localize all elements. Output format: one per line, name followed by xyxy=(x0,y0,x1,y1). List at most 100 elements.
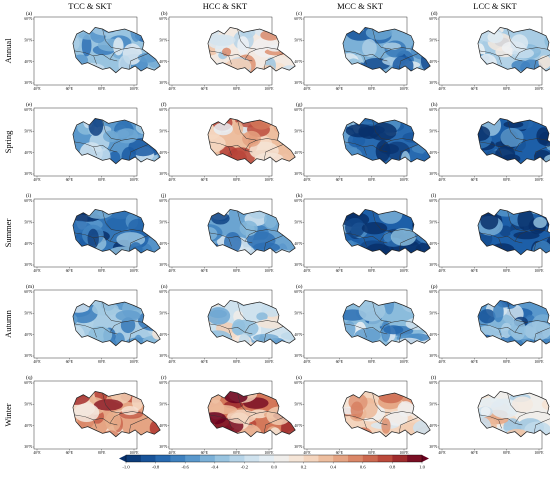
lat-tick-label: 30°N xyxy=(294,354,302,358)
lat-tick-label: 60°N xyxy=(159,381,167,385)
colorbar-tick-label: -0.6 xyxy=(182,465,190,470)
subregion-boundary xyxy=(209,141,253,153)
subregion-boundary xyxy=(372,392,413,414)
lon-tick-label: 80°E xyxy=(233,87,241,91)
subregion-boundary xyxy=(109,230,122,242)
lat-tick-label: 50°N xyxy=(294,39,302,43)
region-boundary xyxy=(342,26,431,74)
lat-tick-label: 30°N xyxy=(159,81,167,85)
panel-label: (f) xyxy=(161,101,167,108)
lon-tick-label: 40°E xyxy=(438,360,446,364)
lon-tick-label: 100°E xyxy=(129,451,139,455)
subregion-boundary xyxy=(244,321,257,333)
subregion-boundary xyxy=(263,144,284,161)
map-panel: (q)60°N 50°N 40°N 30°N40°E 60°E 80°E 100°E xyxy=(24,374,161,455)
panel-label: (c) xyxy=(296,10,302,17)
colorbar-segment xyxy=(348,455,364,462)
subregion-boundary xyxy=(102,301,143,323)
row-title: Summer xyxy=(3,218,13,247)
subregion-boundary xyxy=(479,323,523,335)
subregion-boundary xyxy=(228,419,232,429)
lat-tick-label: 30°N xyxy=(429,354,437,358)
subregion-boundary xyxy=(363,146,367,156)
colorbar-segment xyxy=(259,455,275,462)
colorbar-segment xyxy=(155,455,171,462)
lat-tick-label: 60°N xyxy=(294,290,302,294)
colorbar-segment xyxy=(288,455,304,462)
colorbar-segment xyxy=(126,455,142,462)
subregion-boundary xyxy=(128,144,149,161)
lon-tick-label: 40°E xyxy=(438,178,446,182)
colorbar-segment xyxy=(170,455,186,462)
map-panel: (d)60°N 50°N 40°N 30°N40°E 60°E 80°E 100°E xyxy=(429,10,550,91)
lon-tick-label: 40°E xyxy=(303,269,311,273)
subregion-boundary xyxy=(379,48,392,60)
subregion-boundary xyxy=(102,392,143,414)
subregion-boundary xyxy=(109,412,122,424)
subregion-boundary xyxy=(263,53,284,70)
lon-tick-label: 60°E xyxy=(471,360,479,364)
panel-label: (s) xyxy=(296,374,302,381)
lat-tick-label: 30°N xyxy=(159,445,167,449)
panel-label: (h) xyxy=(431,101,438,108)
lon-tick-label: 60°E xyxy=(336,178,344,182)
subregion-boundary xyxy=(228,146,232,156)
subregion-boundary xyxy=(514,412,527,424)
lat-tick-label: 40°N xyxy=(294,424,302,428)
lon-tick-label: 60°E xyxy=(471,178,479,182)
colorbar-segment xyxy=(303,455,319,462)
subregion-boundary xyxy=(533,54,550,70)
panel-label: (g) xyxy=(296,101,303,108)
lon-tick-label: 40°E xyxy=(168,360,176,364)
subregion-boundary xyxy=(363,237,367,247)
lon-tick-label: 60°E xyxy=(66,178,74,182)
map-panel: (c)60°N 50°N 40°N 30°N40°E 60°E 80°E 100°E xyxy=(294,10,431,91)
map-panel: (k)60°N 50°N 40°N 30°N40°E 60°E 80°E 100°E xyxy=(294,192,431,273)
lat-tick-label: 50°N xyxy=(159,312,167,316)
lon-tick-label: 80°E xyxy=(233,451,241,455)
colorbar-segment xyxy=(185,455,201,462)
lon-tick-label: 80°E xyxy=(368,178,376,182)
colorbar: -1.0 -0.8 -0.6 -0.4 -0.2 0.0 0.2 0.4 0.6 0.8 1.0 xyxy=(119,454,429,470)
subregion-boundary xyxy=(344,414,388,426)
subregion-boundary xyxy=(514,321,527,333)
lat-tick-label: 60°N xyxy=(159,108,167,112)
lon-tick-label: 40°E xyxy=(438,451,446,455)
subregion-boundary xyxy=(507,28,548,50)
panel-label: (i) xyxy=(26,192,31,199)
subregion-boundary xyxy=(363,419,367,429)
lat-tick-label: 60°N xyxy=(24,290,32,294)
lat-tick-label: 60°N xyxy=(294,199,302,203)
subregion-boundary xyxy=(507,210,548,232)
lat-tick-label: 40°N xyxy=(24,151,32,155)
subregion-boundary xyxy=(363,55,367,65)
lat-tick-label: 30°N xyxy=(159,263,167,267)
subregion-boundary xyxy=(372,210,413,232)
subregion-boundary xyxy=(128,417,149,434)
subregion-boundary xyxy=(507,119,548,141)
subregion-boundary xyxy=(102,119,143,141)
lat-tick-label: 50°N xyxy=(24,312,32,316)
subregion-boundary xyxy=(128,326,149,343)
lat-tick-label: 50°N xyxy=(24,403,32,407)
subregion-boundary xyxy=(498,419,502,429)
subregion-boundary xyxy=(74,50,118,62)
lon-tick-label: 60°E xyxy=(201,451,209,455)
lat-tick-label: 50°N xyxy=(294,221,302,225)
colorbar-tick-label: 0.2 xyxy=(301,465,307,470)
colorbar-segment xyxy=(200,455,216,462)
lat-tick-label: 30°N xyxy=(24,263,32,267)
lat-tick-label: 50°N xyxy=(159,403,167,407)
subregion-boundary xyxy=(102,210,143,232)
colorbar-segment xyxy=(244,455,260,462)
subregion-boundary xyxy=(74,141,118,153)
lon-tick-label: 40°E xyxy=(438,269,446,273)
lat-tick-label: 50°N xyxy=(159,130,167,134)
subregion-boundary xyxy=(372,119,413,141)
region-boundary xyxy=(342,208,431,256)
region-boundary xyxy=(477,26,550,74)
lat-tick-label: 60°N xyxy=(429,199,437,203)
subregion-boundary xyxy=(344,50,388,62)
lat-tick-label: 50°N xyxy=(429,403,437,407)
lat-tick-label: 60°N xyxy=(24,17,32,21)
